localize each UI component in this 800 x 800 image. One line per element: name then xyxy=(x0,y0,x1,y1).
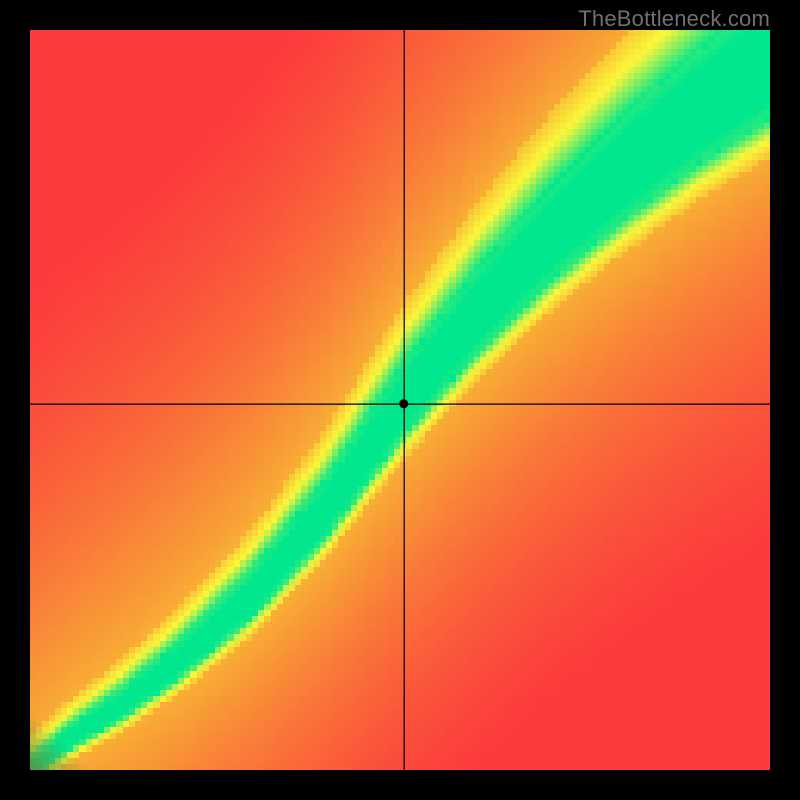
plot-area xyxy=(30,30,770,770)
watermark-text: TheBottleneck.com xyxy=(578,6,770,32)
figure-container: TheBottleneck.com xyxy=(0,0,800,800)
heatmap-canvas xyxy=(30,30,770,770)
